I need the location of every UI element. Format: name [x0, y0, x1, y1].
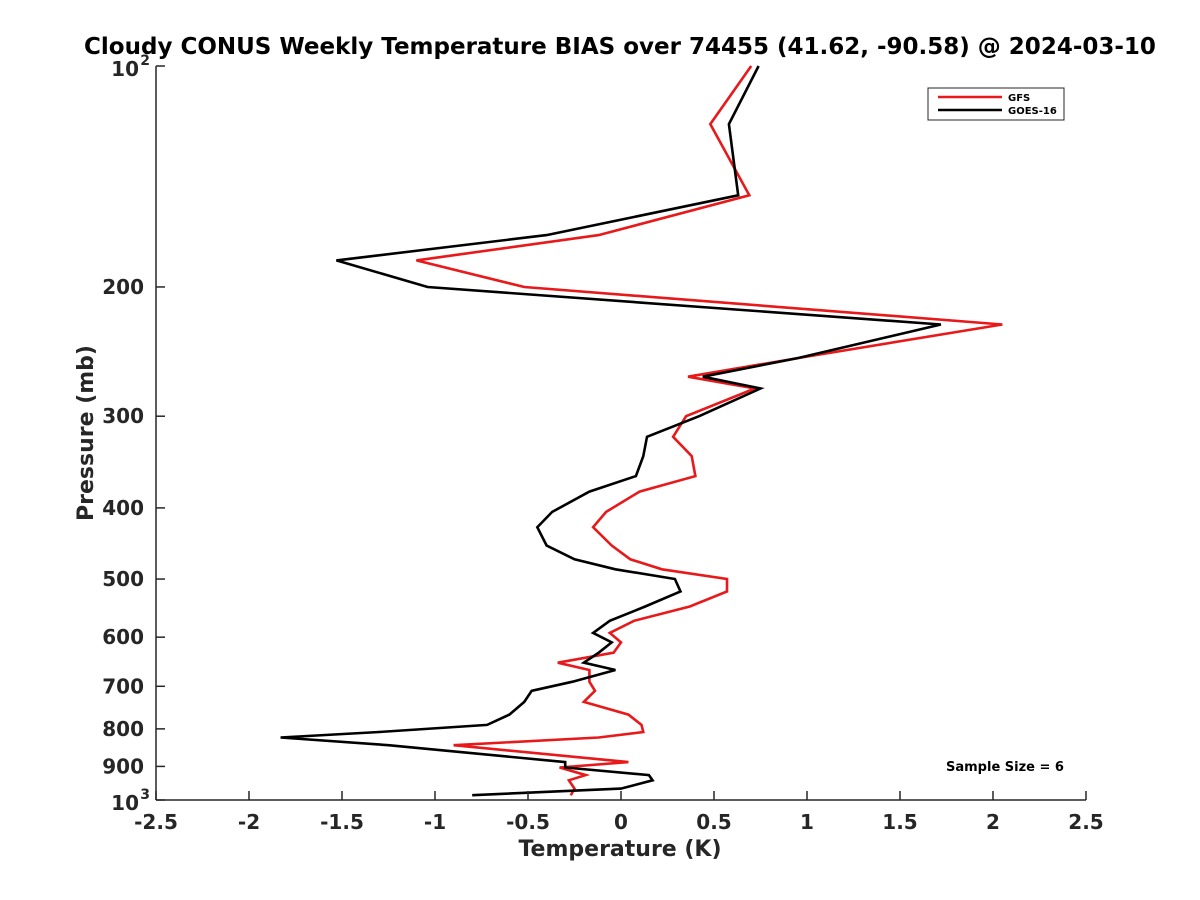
series-line-goes16	[280, 65, 942, 797]
y-tick-label: 10	[111, 57, 139, 81]
y-tick-label: 200	[102, 275, 144, 299]
legend-label-gfs: GFS	[1008, 93, 1030, 104]
x-tick-label: -2	[238, 810, 260, 834]
x-tick-label: -2.5	[134, 810, 178, 834]
x-tick-label: 1.5	[882, 810, 917, 834]
y-tick-label-exponent: 2	[140, 53, 150, 69]
x-tick-label: -0.5	[506, 810, 550, 834]
y-tick-label-exponent: 3	[140, 787, 150, 803]
legend-box	[927, 87, 1065, 121]
x-tick-label: 0	[614, 810, 628, 834]
x-axis-label: Temperature (K)	[518, 837, 721, 862]
x-tick-label: -1.5	[320, 810, 364, 834]
legend-label-goes16: GOES-16	[1008, 106, 1057, 117]
x-tick-label: -1	[424, 810, 446, 834]
x-tick-label: 2.5	[1068, 810, 1103, 834]
y-tick-label: 900	[102, 754, 144, 778]
y-tick-label: 500	[102, 567, 144, 591]
x-tick-label: 2	[986, 810, 1000, 834]
x-tick-label: 0.5	[696, 810, 731, 834]
y-tick-label: 400	[102, 496, 144, 520]
sample-size-annotation: Sample Size = 6	[946, 760, 1064, 775]
chart-title: Cloudy CONUS Weekly Temperature BIAS ove…	[84, 34, 1156, 60]
y-tick-label: 300	[102, 404, 144, 428]
y-tick-label: 800	[102, 717, 144, 741]
legend: GFS GOES-16	[927, 87, 1065, 121]
y-tick-label: 10	[111, 791, 139, 815]
y-tick-label: 700	[102, 674, 144, 698]
axis-ticks: -2.5 -2 -1.5 -1 -0.5 0 0.5 1 1.5 2 2.510 2200300400…	[102, 53, 1103, 834]
x-tick-label: 1	[800, 810, 814, 834]
y-tick-label: 600	[102, 625, 144, 649]
series-line-gfs	[416, 65, 1003, 796]
y-axis-label: Pressure (mb)	[74, 345, 99, 521]
plot-area	[155, 65, 1086, 801]
